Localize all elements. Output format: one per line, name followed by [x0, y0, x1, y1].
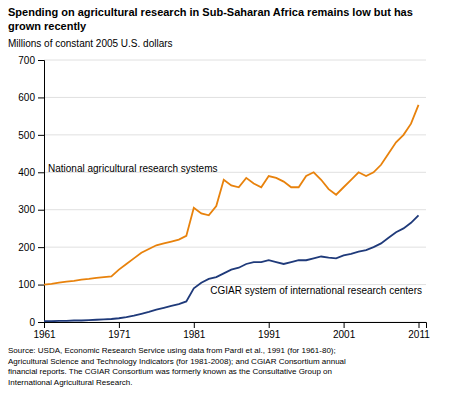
y-tick-mark	[38, 97, 44, 98]
x-tick-label: 1961	[33, 329, 56, 340]
chart-title: Spending on agricultural research in Sub…	[8, 6, 442, 34]
grid-line	[44, 134, 426, 135]
y-tick-mark	[38, 172, 44, 173]
y-axis-line	[38, 60, 45, 322]
series-labels: National agricultural research systems CG…	[48, 162, 422, 295]
grid-line	[44, 209, 426, 210]
x-axis: 1961 1971 1981 1991 2001 2011	[33, 322, 430, 340]
y-tick-mark	[38, 322, 44, 323]
series-label: National agricultural research systems	[48, 162, 218, 173]
y-tick-label: 200	[18, 241, 35, 252]
y-tick-label: 300	[18, 204, 35, 215]
y-tick-label: 700	[18, 54, 35, 65]
x-tick-mark	[194, 322, 195, 328]
x-tick: 1971	[108, 322, 131, 340]
x-tick: 2001	[333, 322, 356, 340]
x-tick: 1991	[258, 322, 281, 340]
y-tick: 100	[18, 279, 44, 290]
y-tick: 200	[18, 241, 44, 252]
series-line	[44, 215, 419, 321]
x-tick: 1961	[33, 322, 56, 340]
y-tick-mark	[38, 247, 44, 248]
y-tick: 700	[18, 54, 44, 65]
x-axis-line	[45, 322, 427, 328]
x-tick-label: 2011	[408, 329, 430, 340]
y-tick-mark	[38, 284, 44, 285]
y-tick-mark	[38, 134, 44, 135]
plot-area: 1961 1971 1981 1991 2001 2011 0 100 200 300 400 500…	[18, 54, 430, 339]
grid-line	[44, 59, 426, 60]
chart-svg: 1961 1971 1981 1991 2001 2011 0 100 200 300 400 500…	[8, 50, 442, 344]
x-tick-label: 1971	[108, 329, 131, 340]
x-tick-mark	[119, 322, 120, 328]
x-tick-mark	[419, 322, 420, 328]
source-note: Source: USDA, Economic Research Service …	[8, 346, 442, 389]
x-tick: 1981	[183, 322, 206, 340]
x-tick: 2011	[408, 322, 430, 340]
grid	[44, 60, 426, 322]
y-tick: 300	[18, 204, 44, 215]
y-tick: 600	[18, 92, 44, 103]
page: Spending on agricultural research in Sub…	[0, 0, 450, 394]
y-tick: 0	[29, 316, 44, 327]
x-tick-label: 2001	[333, 329, 356, 340]
y-axis-title: Millions of constant 2005 U.S. dollars	[8, 37, 442, 50]
y-tick: 400	[18, 166, 44, 177]
y-tick-label: 400	[18, 166, 35, 177]
y-tick-label: 100	[18, 279, 35, 290]
y-tick-label: 600	[18, 92, 35, 103]
y-tick-mark	[38, 60, 44, 61]
grid-line	[44, 96, 426, 97]
x-tick-label: 1981	[183, 329, 206, 340]
x-tick-mark	[344, 322, 345, 328]
y-tick-mark	[38, 209, 44, 210]
y-tick-label: 0	[29, 316, 35, 327]
grid-line	[44, 246, 426, 247]
x-tick-mark	[269, 322, 270, 328]
y-tick: 500	[18, 129, 44, 140]
y-axis: 0 100 200 300 400 500 600 700	[18, 54, 44, 327]
series-line	[44, 104, 419, 284]
x-tick-label: 1991	[258, 329, 281, 340]
y-tick-label: 500	[18, 129, 35, 140]
chart-area: 1961 1971 1981 1991 2001 2011 0 100 200 300 400 500…	[8, 50, 442, 344]
series-label: CGIAR system of international research c…	[210, 285, 422, 296]
